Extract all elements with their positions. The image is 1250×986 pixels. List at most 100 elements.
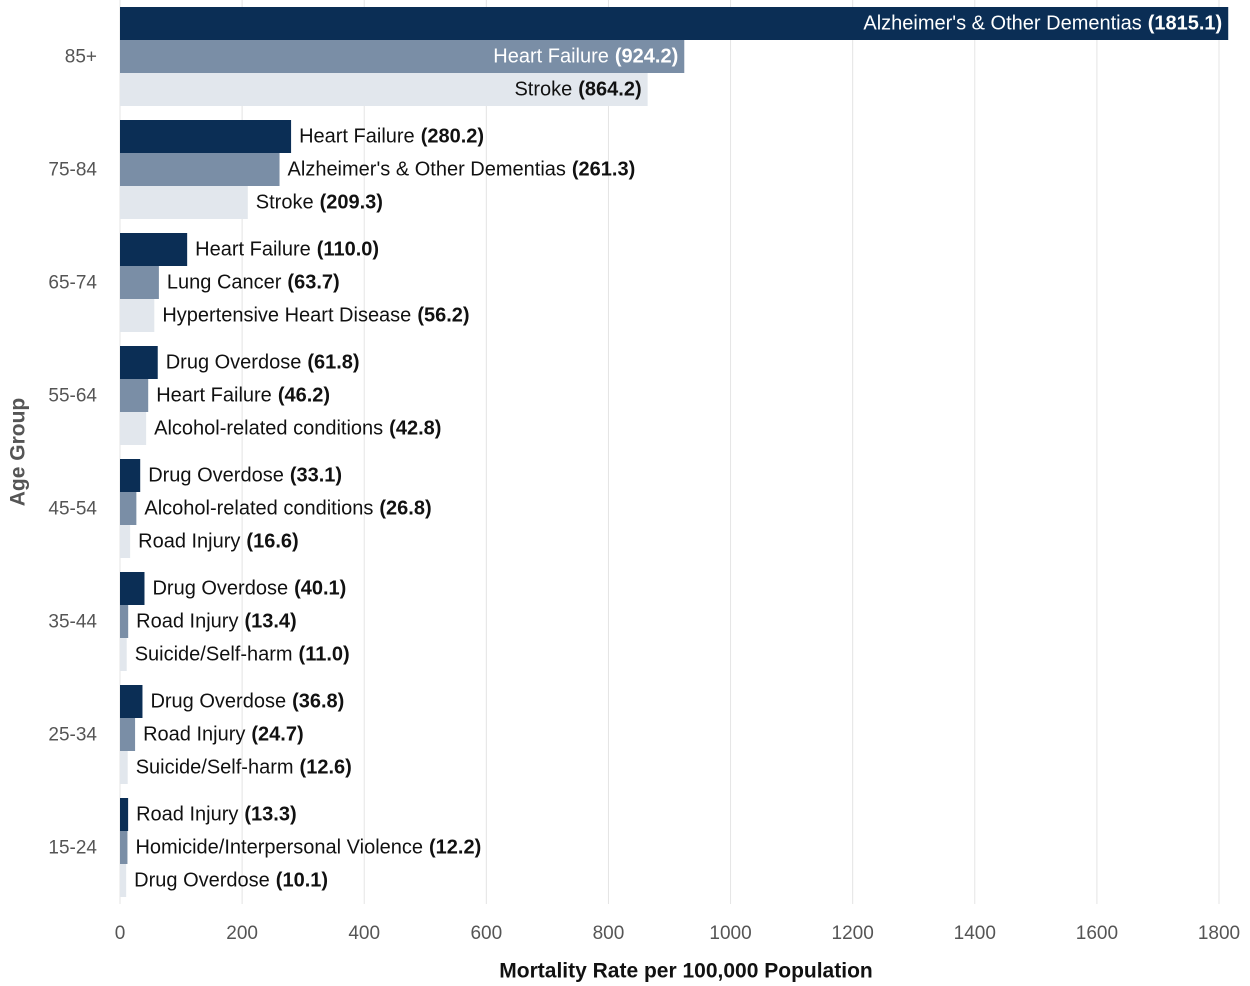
data-label-value: (61.8) [307,352,359,374]
bar [120,299,155,332]
bar [120,412,147,445]
data-label: Suicide/Self-harm (12.6) [136,757,352,779]
bar [120,525,131,558]
bar [120,73,648,106]
data-label-value: (11.0) [299,644,350,666]
data-label-name: Heart Failure [493,46,609,68]
data-label-value: (280.2) [421,126,484,148]
data-label: Alcohol-related conditions (26.8) [144,498,431,520]
y-tick-label: 35-44 [48,612,97,633]
data-label-name: Lung Cancer [167,272,282,294]
x-tick-label: 200 [226,923,258,944]
bar [120,638,127,671]
x-tick-label: 1400 [954,923,996,944]
data-label: Suicide/Self-harm (11.0) [135,644,350,666]
data-label-value: (42.8) [389,418,441,440]
bar [120,120,292,153]
x-tick-label: 1600 [1076,923,1118,944]
y-tick-label: 65-74 [48,273,97,294]
data-label: Hypertensive Heart Disease (56.2) [162,305,469,327]
data-label-name: Hypertensive Heart Disease [162,305,411,327]
data-label-name: Stroke [514,79,572,101]
bar [120,266,159,299]
bar [120,346,158,379]
x-tick-label: 400 [348,923,380,944]
data-label-value: (56.2) [417,305,469,327]
bar [120,864,127,897]
data-label: Road Injury (13.4) [136,611,297,633]
data-label: Heart Failure (280.2) [299,126,484,148]
data-label: Homicide/Interpersonal Violence (12.2) [135,837,481,859]
x-tick-label: 0 [115,923,126,944]
data-label-name: Suicide/Self-harm [135,644,293,666]
x-tick-label: 1800 [1198,923,1240,944]
data-label-name: Drug Overdose [134,870,270,892]
data-label-value: (13.3) [244,804,296,826]
bar [120,798,129,831]
data-label: Road Injury (13.3) [136,804,297,826]
y-tick-label: 15-24 [48,838,97,859]
data-label: Stroke (209.3) [256,192,383,214]
data-label: Drug Overdose (40.1) [152,578,346,600]
x-tick-label: 800 [593,923,625,944]
bar [120,379,149,412]
data-label: Alzheimer's & Other Dementias (261.3) [288,159,636,181]
data-label-value: (26.8) [379,498,431,520]
y-tick-label: 45-54 [48,499,97,520]
data-label: Road Injury (16.6) [138,531,299,553]
data-label-name: Drug Overdose [152,578,288,600]
data-label: Heart Failure (110.0) [195,239,379,261]
data-label-value: (924.2) [615,46,678,68]
data-label-name: Stroke [256,192,314,214]
data-label: Alcohol-related conditions (42.8) [154,418,441,440]
x-tick-label: 1000 [709,923,751,944]
data-label-value: (40.1) [294,578,346,600]
data-label-name: Drug Overdose [148,465,284,487]
data-label-value: (12.2) [429,837,481,859]
data-label-value: (261.3) [572,159,635,181]
data-label-name: Alzheimer's & Other Dementias [863,13,1141,35]
data-label-name: Road Injury [138,531,240,553]
data-label: Drug Overdose (36.8) [150,691,344,713]
y-tick-label: 25-34 [48,725,97,746]
data-label: Alzheimer's & Other Dementias (1815.1) [863,13,1222,35]
data-label: Lung Cancer (63.7) [167,272,340,294]
data-label-name: Drug Overdose [166,352,302,374]
data-label: Stroke (864.2) [514,79,641,101]
data-label-value: (110.0) [317,239,379,261]
data-label-name: Alcohol-related conditions [144,498,373,520]
data-label-name: Drug Overdose [150,691,286,713]
data-label-name: Heart Failure [156,385,272,407]
bar [120,685,143,718]
x-tick-label: 600 [470,923,502,944]
y-tick-label: 85+ [65,47,97,68]
data-label-value: (1815.1) [1148,13,1223,35]
data-label-value: (46.2) [278,385,330,407]
data-label-name: Heart Failure [299,126,415,148]
bar [120,572,145,605]
data-label: Drug Overdose (10.1) [134,870,328,892]
data-label-value: (864.2) [578,79,641,101]
data-label-value: (209.3) [320,192,383,214]
bar [120,153,280,186]
data-label-value: (33.1) [290,465,342,487]
bar [120,831,128,864]
data-label: Road Injury (24.7) [143,724,304,746]
data-label-value: (36.8) [292,691,344,713]
bar [120,718,136,751]
bar [120,233,188,266]
y-tick-label: 55-64 [48,386,97,407]
data-label-name: Road Injury [136,611,238,633]
bar [120,186,248,219]
data-label-name: Homicide/Interpersonal Violence [135,837,423,859]
bar [120,40,685,73]
data-label: Heart Failure (46.2) [156,385,330,407]
data-label-value: (16.6) [246,531,298,553]
data-label: Heart Failure (924.2) [493,46,678,68]
bar [120,751,128,784]
data-label-value: (63.7) [287,272,339,294]
bar [120,492,137,525]
data-label-name: Alcohol-related conditions [154,418,383,440]
x-tick-label: 1200 [832,923,874,944]
